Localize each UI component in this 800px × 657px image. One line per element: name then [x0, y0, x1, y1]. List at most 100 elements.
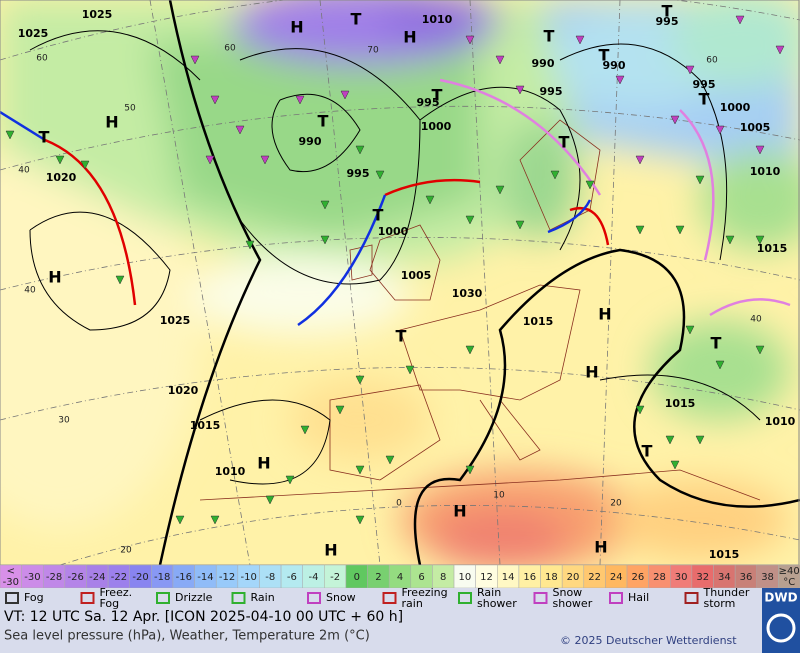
pressure-system: H [290, 18, 303, 37]
scale-label: -22 [111, 572, 127, 583]
scale-label: 38 [761, 572, 774, 583]
scale-label: -10 [240, 572, 256, 583]
scale-label: -20 [132, 572, 148, 583]
scale-label: 30 [675, 572, 688, 583]
scale-label: -30 [24, 572, 40, 583]
pressure-label: 1015 [665, 397, 696, 410]
scale-label: -14 [197, 572, 213, 583]
pressure-system: H [598, 305, 611, 324]
map-labels: 1025 1025 1010 995 990 990 995 995 995 1000 1000 10… [18, 2, 796, 562]
scale-label: -26 [68, 572, 84, 583]
pressure-label: 1015 [190, 419, 221, 432]
grid-label: 10 [493, 491, 505, 501]
scale-label: -16 [176, 572, 192, 583]
weather-label: Snow [326, 591, 356, 604]
pressure-label: 1025 [160, 314, 191, 327]
pressure-label: 1015 [523, 315, 554, 328]
scale-label: -30 [3, 577, 19, 588]
weather-symbol [285, 475, 295, 485]
grid-label: 60 [36, 54, 48, 64]
weather-symbol [755, 235, 765, 245]
weather-symbol [355, 515, 365, 525]
pressure-label: 1025 [82, 8, 113, 21]
scale-label: -12 [219, 572, 235, 583]
copyright: © 2025 Deutscher Wetterdienst [560, 634, 737, 647]
pressure-label: 1015 [757, 242, 788, 255]
pressure-label: 995 [347, 167, 370, 180]
pressure-label: 1025 [18, 27, 49, 40]
temperature-field [0, 0, 800, 565]
weather-symbol [670, 460, 680, 470]
pressure-system: T [544, 27, 555, 46]
pressure-label: 995 [417, 96, 440, 109]
pressure-label: 1010 [422, 13, 453, 26]
scale-label: 10 [458, 572, 471, 583]
scale-label: 16 [523, 572, 536, 583]
grid-label: 0 [396, 499, 402, 509]
weather-label: Fog [100, 597, 120, 610]
weather-symbol [665, 435, 675, 445]
weather-legend: Fog Freez.Fog Drizzle Rain Snow FreezingrainR… [5, 586, 750, 610]
pressure-label: 1000 [378, 225, 409, 238]
pressure-label: 990 [532, 57, 555, 70]
weather-label: Freezing [402, 586, 448, 599]
scale-label: 24 [610, 572, 623, 583]
pressure-label: 1020 [46, 171, 77, 184]
weather-symbol [685, 325, 695, 335]
grid-label: 30 [58, 416, 70, 426]
weather-label: Rain [251, 591, 275, 604]
weather-symbol [210, 95, 220, 105]
weather-symbol [355, 145, 365, 155]
weather-symbol [190, 55, 200, 65]
weather-symbol [335, 405, 345, 415]
pressure-system: T [559, 133, 570, 152]
weather-symbol [265, 495, 275, 505]
scale-label: 32 [696, 572, 709, 583]
grid-label: 20 [610, 499, 622, 509]
weather-symbol [5, 130, 15, 140]
scale-label: -18 [154, 572, 170, 583]
pressure-system: T [39, 128, 50, 147]
pressure-label: 1000 [421, 120, 452, 133]
weather-symbol [355, 375, 365, 385]
pressure-label: 1015 [709, 548, 740, 561]
scale-label: 4 [397, 572, 403, 583]
pressure-label: 1010 [215, 465, 246, 478]
scale-label-top: < [7, 566, 15, 577]
weather-label: Hail [628, 591, 649, 604]
pressure-system: H [403, 28, 416, 47]
pressure-system: H [48, 268, 61, 287]
grid-label: 40 [24, 286, 36, 296]
map: 1025 1025 1010 995 990 990 995 995 995 1000 1000 10… [0, 0, 800, 565]
weather-symbol [260, 155, 270, 165]
weather-icon [156, 592, 170, 604]
temperature-scale: <-30 -30 -28 -26 -24 -22 -20 -18 -16 -14 -12 -10 -8-… [0, 564, 800, 589]
weather-symbol [320, 200, 330, 210]
weather-label: Snow [553, 586, 583, 599]
weather-symbol [375, 170, 385, 180]
pressure-system: T [318, 112, 329, 131]
weather-symbols [5, 15, 785, 525]
weather-symbol [615, 75, 625, 85]
weather-symbol [550, 170, 560, 180]
weather-symbol [675, 225, 685, 235]
weather-symbol [175, 515, 185, 525]
scale-label: 18 [545, 572, 558, 583]
weather-symbol [585, 180, 595, 190]
grid-label: 50 [124, 104, 136, 114]
weather-label: Rain [477, 586, 501, 599]
weather-icon [307, 592, 321, 604]
pressure-label: 1005 [740, 121, 771, 134]
scale-label: 20 [567, 572, 580, 583]
weather-symbol [670, 115, 680, 125]
fronts [0, 78, 791, 327]
grid-label: 40 [750, 315, 762, 325]
scale-label: -4 [309, 572, 319, 583]
weather-symbol [300, 425, 310, 435]
pressure-system: H [594, 538, 607, 557]
weather-label: rain [402, 597, 423, 610]
pressure-label: 995 [540, 85, 563, 98]
scale-label: 26 [631, 572, 644, 583]
weather-symbol [735, 15, 745, 25]
scale-label: 0 [354, 572, 360, 583]
